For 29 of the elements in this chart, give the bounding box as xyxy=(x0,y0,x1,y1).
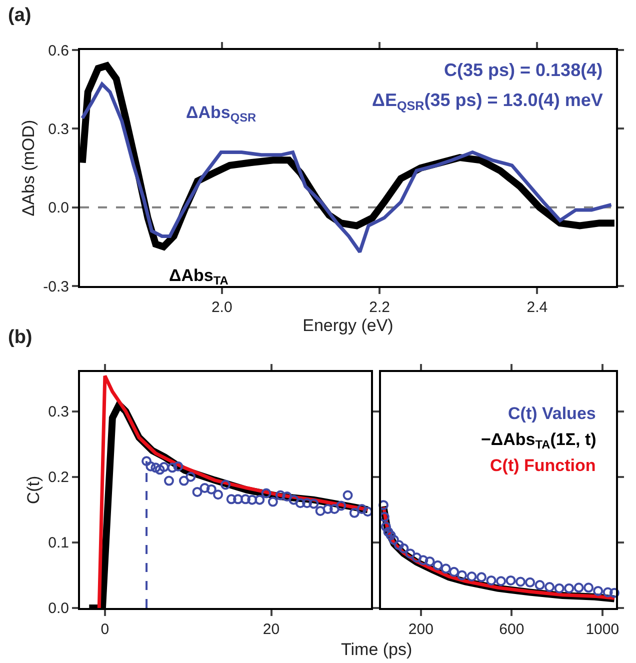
chart-title: (a) xyxy=(8,5,32,26)
x-tick-label: 1000 xyxy=(586,621,620,638)
x-tick-label: 20 xyxy=(262,621,280,638)
x-tick-label: 0 xyxy=(100,621,110,638)
y-tick-label: 0.1 xyxy=(48,534,69,552)
text: −ΔAbs$_{TA}$(1Σ, t) xyxy=(481,430,596,452)
y-tick-label: 0.3 xyxy=(48,404,69,421)
x-axis-title: Time (ps) xyxy=(341,640,412,659)
series-label: ΔAbs$_{TA}$ xyxy=(169,266,229,288)
annotation: ΔE$_{QSR}$(35 ps) = 13.0(4) meV xyxy=(372,90,603,113)
annotation: C(35 ps) = 0.138(4) xyxy=(444,60,603,80)
text: C(t) Function xyxy=(490,456,596,475)
x-tick-label: 2.4 xyxy=(526,299,548,316)
y-axis-title: C(t) xyxy=(24,476,44,504)
y-axis-title: ΔAbs (mOD) xyxy=(19,120,38,216)
y-tick-label: 0.0 xyxy=(48,200,69,217)
chart-title: (b) xyxy=(8,327,32,348)
x-axis-title: Energy (eV) xyxy=(302,316,394,336)
y-tick-label: 0.2 xyxy=(48,469,69,486)
series-label: ΔAbs$_{QSR}$ xyxy=(186,103,257,125)
y-tick-label: 0.6 xyxy=(48,42,69,60)
y-tick-label: 0.0 xyxy=(48,600,69,618)
x-tick-label: 2.0 xyxy=(211,299,232,316)
text: C(t) Values xyxy=(508,404,596,423)
x-tick-label: 600 xyxy=(499,621,524,638)
x-tick-label: 200 xyxy=(408,621,434,638)
y-tick-label: -0.3 xyxy=(43,278,69,296)
x-tick-label: 2.2 xyxy=(369,299,390,316)
y-tick-label: 0.3 xyxy=(48,120,69,138)
